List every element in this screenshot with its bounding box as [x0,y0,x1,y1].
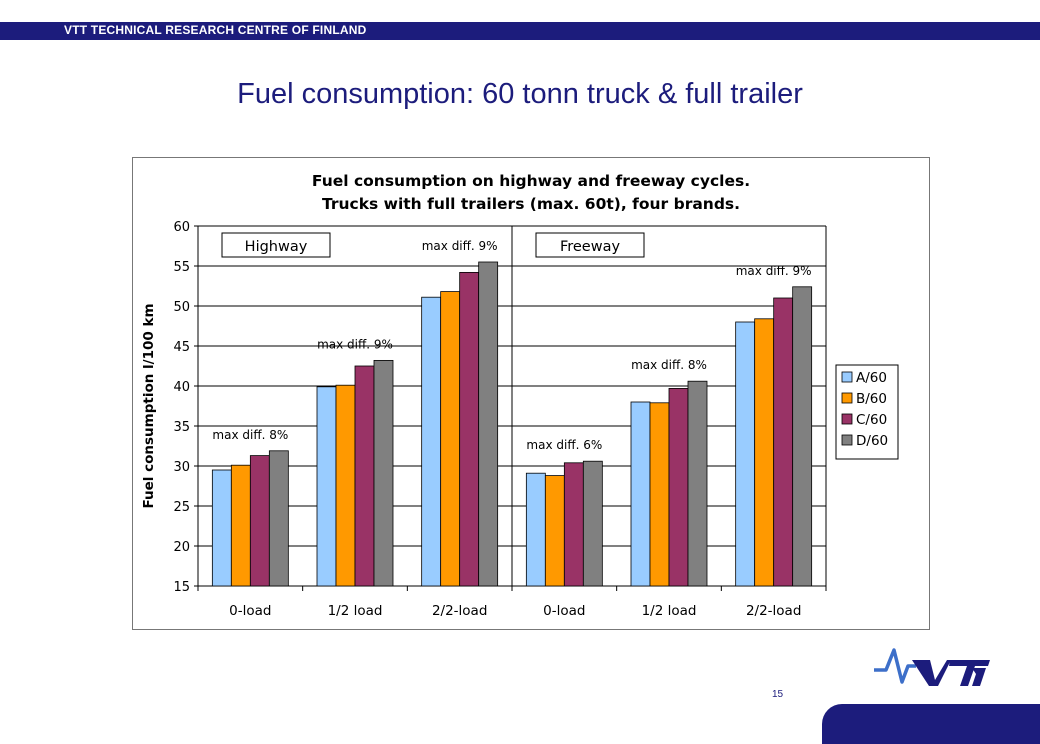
annotation-label: max diff. 9% [422,239,498,253]
legend-swatch-B-60 [841,392,853,404]
legend-label: A/60 [856,370,887,386]
y-tick-label: 50 [173,300,190,315]
bar-D-60 [373,359,394,587]
legend-swatch-A-60 [841,371,853,383]
chart-title-line-1: Fuel consumption on highway and freeway … [311,172,751,190]
bar-A-60 [735,321,756,587]
bar-C-60 [563,462,584,587]
bar-C-60 [773,297,794,587]
vtt-logo [874,648,990,686]
annotation-label: max diff. 9% [317,337,393,351]
bar-B-60 [544,475,565,587]
bar-C-60 [668,387,689,587]
y-axis-title: Fuel consumption l/100 km [141,303,157,508]
bar-chart: 15 20 25 30 35 40 45 50 55 60 0-load 1/2 load 2/2-lo… [141,220,899,619]
x-tick-label: 1/2 load [328,603,383,619]
annotation-label: max diff. 6% [526,438,602,452]
page-number: 15 [772,689,784,700]
bar-B-60 [230,464,251,587]
bar-B-60 [335,384,356,587]
bar-D-60 [268,450,289,587]
x-tick-label: 0-load [229,603,271,619]
y-tick-label: 40 [173,380,190,395]
legend-label: C/60 [856,412,887,428]
legend-swatch-D-60 [841,434,853,446]
bar-D-60 [582,460,603,587]
bar-A-60 [525,472,546,587]
y-tick-label: 35 [173,420,190,435]
bar-C-60 [354,365,375,587]
bar-B-60 [649,402,670,587]
y-tick-label: 55 [173,260,190,275]
chart-title-line-2: Trucks with full trailers (max. 60t), fo… [321,195,741,213]
group-label-box [535,232,645,258]
y-tick-label: 15 [173,580,190,595]
group-label: Highway [245,239,308,255]
bar-A-60 [211,469,232,587]
bar-B-60 [440,291,461,587]
bar-D-60 [687,380,708,587]
bar-B-60 [754,318,775,587]
bar-D-60 [792,286,813,587]
annotation-label: max diff. 8% [631,358,707,372]
organization-name: VTT TECHNICAL RESEARCH CENTRE OF FINLAND [64,23,367,37]
bar-A-60 [630,401,651,587]
x-tick-label: 2/2-load [746,603,801,619]
y-tick-label: 60 [173,220,190,235]
annotation-label: max diff. 8% [212,428,288,442]
legend-swatch-C-60 [841,413,853,425]
y-tick-label: 30 [173,460,190,475]
bar-C-60 [459,271,480,587]
annotation-label: max diff. 9% [736,264,812,278]
header-bar: VTT TECHNICAL RESEARCH CENTRE OF FINLAND [0,22,1040,40]
bar-A-60 [421,296,442,587]
y-tick-label: 25 [173,500,190,515]
legend-label: D/60 [856,433,888,449]
x-tick-label: 0-load [543,603,585,619]
bar-C-60 [249,455,270,587]
bar-D-60 [478,261,499,587]
y-tick-label: 20 [173,540,190,555]
x-tick-label: 1/2 load [642,603,697,619]
legend-label: B/60 [856,391,887,407]
y-tick-label: 45 [173,340,190,355]
corner-decoration [822,704,1040,744]
bar-A-60 [316,386,337,587]
group-label: Freeway [560,239,621,255]
x-tick-label: 2/2-load [432,603,487,619]
slide-title: Fuel consumption: 60 tonn truck & full t… [237,78,803,110]
group-label-box [221,232,331,258]
